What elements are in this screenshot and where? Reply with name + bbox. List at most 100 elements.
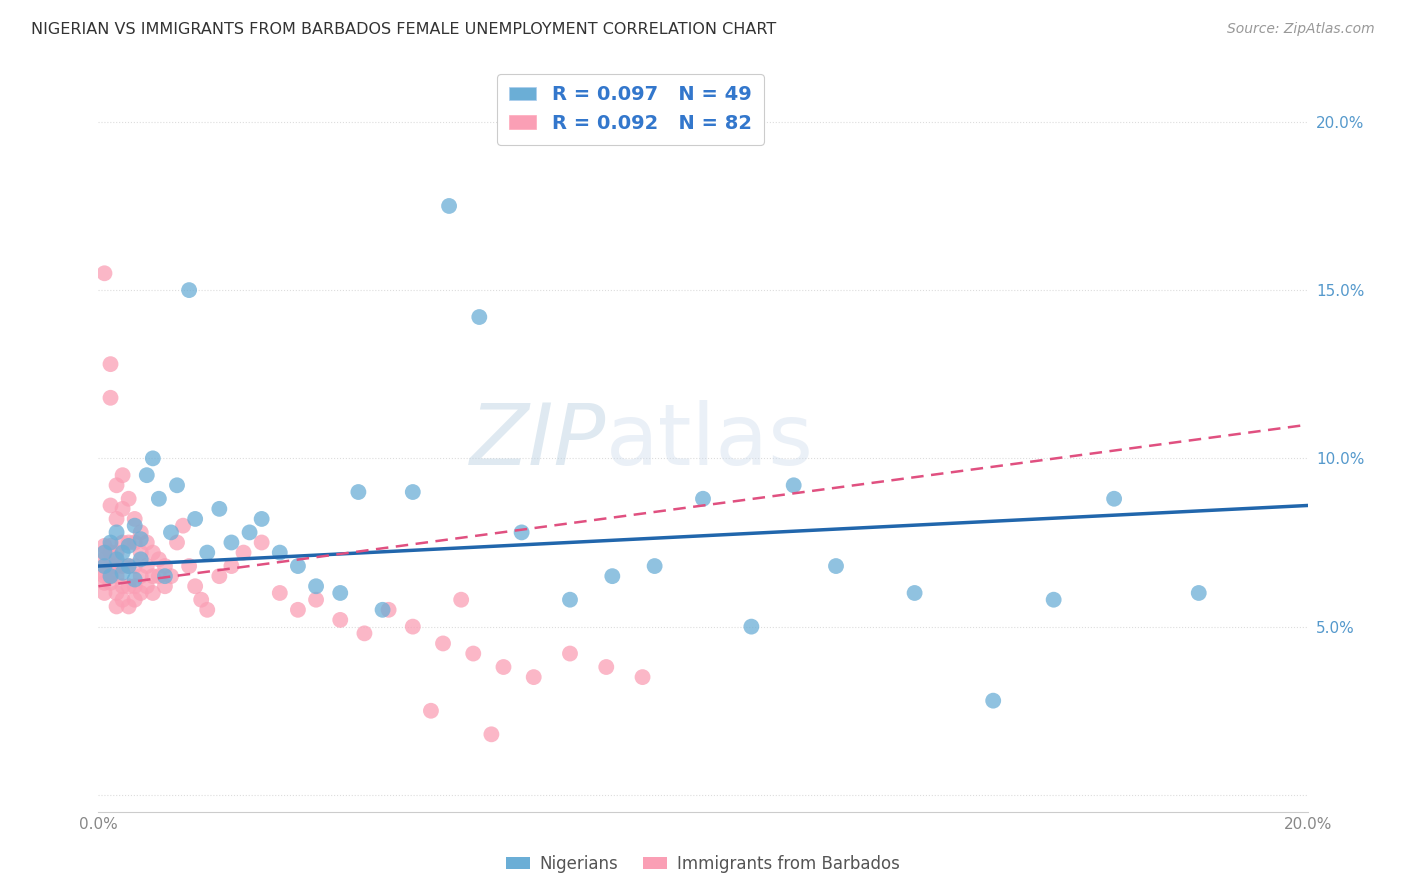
Point	[100, 499, 122, 513]
Point	[105, 546, 128, 560]
Point	[100, 546, 122, 560]
Point	[558, 592, 581, 607]
Point	[111, 579, 134, 593]
Point	[644, 559, 666, 574]
Point	[1042, 592, 1064, 607]
Point	[142, 586, 165, 600]
Point	[329, 613, 352, 627]
Point	[420, 704, 443, 718]
Point	[129, 569, 152, 583]
Text: NIGERIAN VS IMMIGRANTS FROM BARBADOS FEMALE UNEMPLOYMENT CORRELATION CHART: NIGERIAN VS IMMIGRANTS FROM BARBADOS FEM…	[31, 22, 776, 37]
Point	[353, 626, 375, 640]
Point	[287, 603, 309, 617]
Point	[111, 592, 134, 607]
Point	[100, 569, 122, 583]
Point	[135, 535, 157, 549]
Point	[105, 525, 128, 540]
Point	[118, 579, 141, 593]
Point	[250, 512, 273, 526]
Point	[111, 559, 134, 574]
Point	[1188, 586, 1211, 600]
Point	[148, 491, 170, 506]
Point	[463, 647, 485, 661]
Point	[221, 559, 243, 574]
Text: atlas: atlas	[606, 400, 814, 483]
Point	[437, 199, 460, 213]
Point	[124, 535, 146, 549]
Point	[93, 566, 115, 580]
Point	[184, 579, 207, 593]
Point	[93, 266, 115, 280]
Point	[100, 535, 122, 549]
Point	[93, 569, 115, 583]
Point	[100, 569, 122, 583]
Point	[208, 501, 231, 516]
Point	[100, 357, 122, 371]
Point	[329, 586, 352, 600]
Point	[111, 535, 134, 549]
Point	[179, 559, 201, 574]
Point	[124, 559, 146, 574]
Point	[93, 559, 115, 574]
Point	[105, 478, 128, 492]
Point	[93, 539, 115, 553]
Point	[129, 532, 152, 546]
Point	[93, 546, 115, 560]
Point	[692, 491, 714, 506]
Point	[100, 391, 122, 405]
Point	[602, 569, 624, 583]
Point	[124, 579, 146, 593]
Point	[558, 647, 581, 661]
Legend: Nigerians, Immigrants from Barbados: Nigerians, Immigrants from Barbados	[499, 848, 907, 880]
Point	[105, 586, 128, 600]
Point	[135, 579, 157, 593]
Point	[492, 660, 515, 674]
Point	[129, 546, 152, 560]
Point	[148, 552, 170, 566]
Text: ZIP: ZIP	[470, 400, 606, 483]
Point	[468, 310, 491, 324]
Point	[269, 586, 291, 600]
Point	[124, 518, 146, 533]
Point	[111, 566, 134, 580]
Point	[179, 283, 201, 297]
Point	[124, 573, 146, 587]
Point	[172, 518, 194, 533]
Point	[481, 727, 503, 741]
Point	[195, 603, 218, 617]
Point	[118, 535, 141, 549]
Point	[118, 559, 141, 574]
Point	[124, 512, 146, 526]
Point	[523, 670, 546, 684]
Point	[142, 546, 165, 560]
Point	[450, 592, 472, 607]
Point	[105, 599, 128, 614]
Point	[740, 619, 762, 633]
Point	[305, 579, 328, 593]
Point	[402, 619, 425, 633]
Point	[100, 559, 122, 574]
Point	[93, 552, 115, 566]
Text: Source: ZipAtlas.com: Source: ZipAtlas.com	[1227, 22, 1375, 37]
Point	[166, 478, 188, 492]
Point	[184, 512, 207, 526]
Point	[510, 525, 533, 540]
Point	[232, 546, 254, 560]
Point	[105, 552, 128, 566]
Point	[153, 559, 176, 574]
Point	[166, 535, 188, 549]
Point	[239, 525, 262, 540]
Point	[148, 569, 170, 583]
Point	[135, 559, 157, 574]
Point	[432, 636, 454, 650]
Point	[347, 485, 370, 500]
Point	[631, 670, 654, 684]
Point	[142, 451, 165, 466]
Point	[160, 525, 183, 540]
Point	[595, 660, 617, 674]
Point	[111, 501, 134, 516]
Point	[305, 592, 328, 607]
Point	[377, 603, 399, 617]
Point	[124, 592, 146, 607]
Point	[100, 539, 122, 553]
